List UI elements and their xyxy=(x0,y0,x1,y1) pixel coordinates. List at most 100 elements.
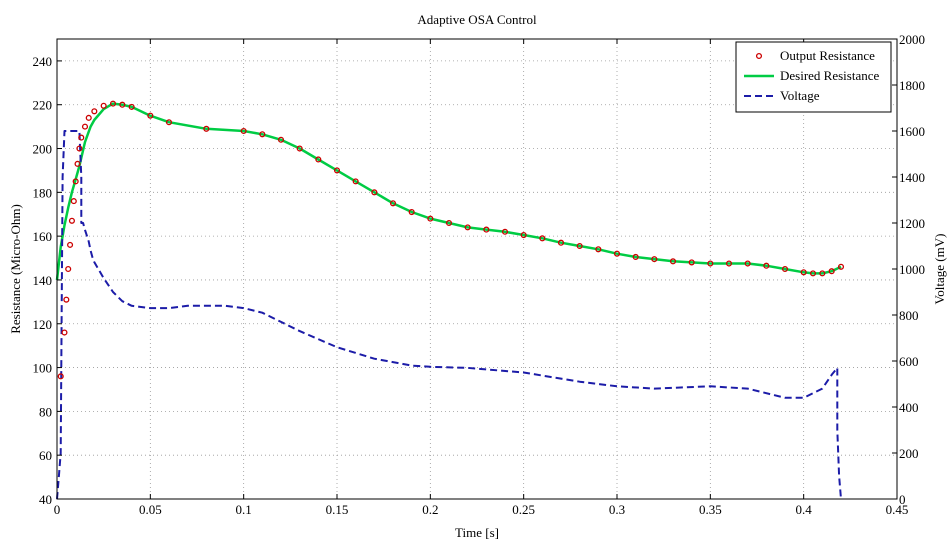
output-resistance-point xyxy=(352,178,359,185)
output-resistance-point xyxy=(296,145,303,152)
x-tick-label: 0.4 xyxy=(796,502,813,517)
series-output-resistance xyxy=(57,100,845,380)
output-resistance-point xyxy=(520,231,527,239)
output-resistance-point xyxy=(65,265,72,273)
y-tick-label: 100 xyxy=(33,361,53,376)
output-resistance-point xyxy=(781,265,789,273)
output-resistance-point xyxy=(333,167,341,174)
y-tick-label: 120 xyxy=(33,317,53,332)
output-resistance-point xyxy=(707,260,714,267)
output-resistance-point xyxy=(203,125,210,132)
legend-label: Desired Resistance xyxy=(780,68,880,83)
legend-label: Voltage xyxy=(780,88,820,103)
output-resistance-point xyxy=(445,219,453,227)
legend-marker-output-resistance xyxy=(755,52,763,60)
y2-tick-label: 400 xyxy=(899,400,919,415)
output-resistance-point xyxy=(800,269,807,276)
output-resistance-point xyxy=(240,127,247,135)
output-resistance-point xyxy=(501,228,509,235)
y2-tick-label: 200 xyxy=(899,446,919,461)
output-resistance-point xyxy=(725,260,733,267)
output-resistance-point xyxy=(67,241,74,248)
output-resistance-point xyxy=(72,178,79,185)
output-resistance-point xyxy=(651,256,658,263)
output-resistance-point xyxy=(68,217,75,224)
y-tick-label: 160 xyxy=(33,229,53,244)
output-resistance-point xyxy=(389,200,397,207)
output-resistance-point xyxy=(74,160,81,167)
output-resistance-point xyxy=(91,108,98,115)
legend-label: Output Resistance xyxy=(780,48,875,63)
output-resistance-point xyxy=(100,102,107,109)
x-tick-label: 0 xyxy=(54,502,61,517)
output-resistance-point xyxy=(70,198,77,205)
output-resistance-point xyxy=(109,100,117,107)
output-resistance-point xyxy=(669,258,677,265)
output-resistance-point xyxy=(81,123,89,130)
output-resistance-point xyxy=(165,119,173,126)
y2-axis-label: Voltage (mV) xyxy=(932,234,947,305)
x-tick-label: 0.15 xyxy=(326,502,349,517)
output-resistance-point xyxy=(57,373,64,380)
x-tick-label: 0.45 xyxy=(886,502,909,517)
y2-tick-label: 1600 xyxy=(899,124,925,139)
x-tick-label: 0.3 xyxy=(609,502,625,517)
output-resistance-point xyxy=(63,296,70,303)
y-tick-label: 200 xyxy=(33,142,53,157)
y2-tick-label: 2000 xyxy=(899,32,925,47)
output-resistance-point xyxy=(576,242,583,250)
output-resistance-point xyxy=(464,224,471,231)
y2-tick-label: 1000 xyxy=(899,262,925,277)
series-voltage-line xyxy=(56,130,842,500)
output-resistance-point xyxy=(371,189,378,196)
output-resistance-point xyxy=(809,270,817,277)
output-resistance-point xyxy=(85,114,92,121)
y-tick-label: 180 xyxy=(33,185,53,200)
series-desired-resistance-line xyxy=(55,102,842,281)
output-resistance-point xyxy=(259,131,266,138)
output-resistance-point xyxy=(119,101,126,108)
y-axis-label: Resistance (Micro-Ohm) xyxy=(8,204,23,334)
output-resistance-point xyxy=(277,136,285,143)
output-resistance-point xyxy=(78,134,85,141)
output-resistance-point xyxy=(408,208,415,216)
output-resistance-point xyxy=(147,112,154,119)
x-axis-label: Time [s] xyxy=(455,525,499,540)
x-tick-label: 0.2 xyxy=(422,502,438,517)
output-resistance-point xyxy=(744,260,751,267)
y-tick-label: 40 xyxy=(39,492,52,507)
x-tick-label: 0.1 xyxy=(236,502,252,517)
output-resistance-point xyxy=(688,259,695,266)
output-resistance-point xyxy=(76,145,83,152)
y2-tick-label: 1400 xyxy=(899,170,925,185)
y2-tick-label: 1800 xyxy=(899,78,925,93)
x-tick-label: 0.35 xyxy=(699,502,722,517)
y2-tick-label: 1200 xyxy=(899,216,925,231)
output-resistance-point xyxy=(61,329,68,336)
y-tick-label: 60 xyxy=(39,448,52,463)
y-tick-label: 220 xyxy=(33,98,53,113)
output-resistance-point xyxy=(632,253,639,261)
y-tick-label: 140 xyxy=(33,273,53,288)
y2-tick-label: 800 xyxy=(899,308,919,323)
y2-axis-ticks: 0 200 400 600 800 1000 1200 1400 1600 1800 2000 xyxy=(892,32,925,507)
y-axis-ticks: 40 60 80 100 120 140 160 180 200 220 240 xyxy=(33,54,62,507)
y-tick-label: 240 xyxy=(33,54,53,69)
y2-tick-label: 600 xyxy=(899,354,919,369)
output-resistance-point xyxy=(837,263,845,270)
chart-title: Adaptive OSA Control xyxy=(417,12,537,27)
output-resistance-point xyxy=(128,103,135,110)
output-resistance-point xyxy=(613,250,621,257)
x-tick-label: 0.05 xyxy=(139,502,162,517)
output-resistance-point xyxy=(557,239,565,246)
x-axis-ticks: 0 0.05 0.1 0.15 0.2 0.25 0.3 0.35 0.4 0.45 xyxy=(54,39,909,517)
output-resistance-point xyxy=(483,226,490,233)
output-resistance-point xyxy=(819,270,826,277)
legend: Output Resistance Desired Resistance Volta… xyxy=(735,41,892,113)
y2-tick-label: 0 xyxy=(899,492,906,507)
output-resistance-point xyxy=(427,215,434,222)
output-resistance-point xyxy=(315,156,322,163)
x-tick-label: 0.25 xyxy=(512,502,535,517)
output-resistance-point xyxy=(828,268,835,275)
